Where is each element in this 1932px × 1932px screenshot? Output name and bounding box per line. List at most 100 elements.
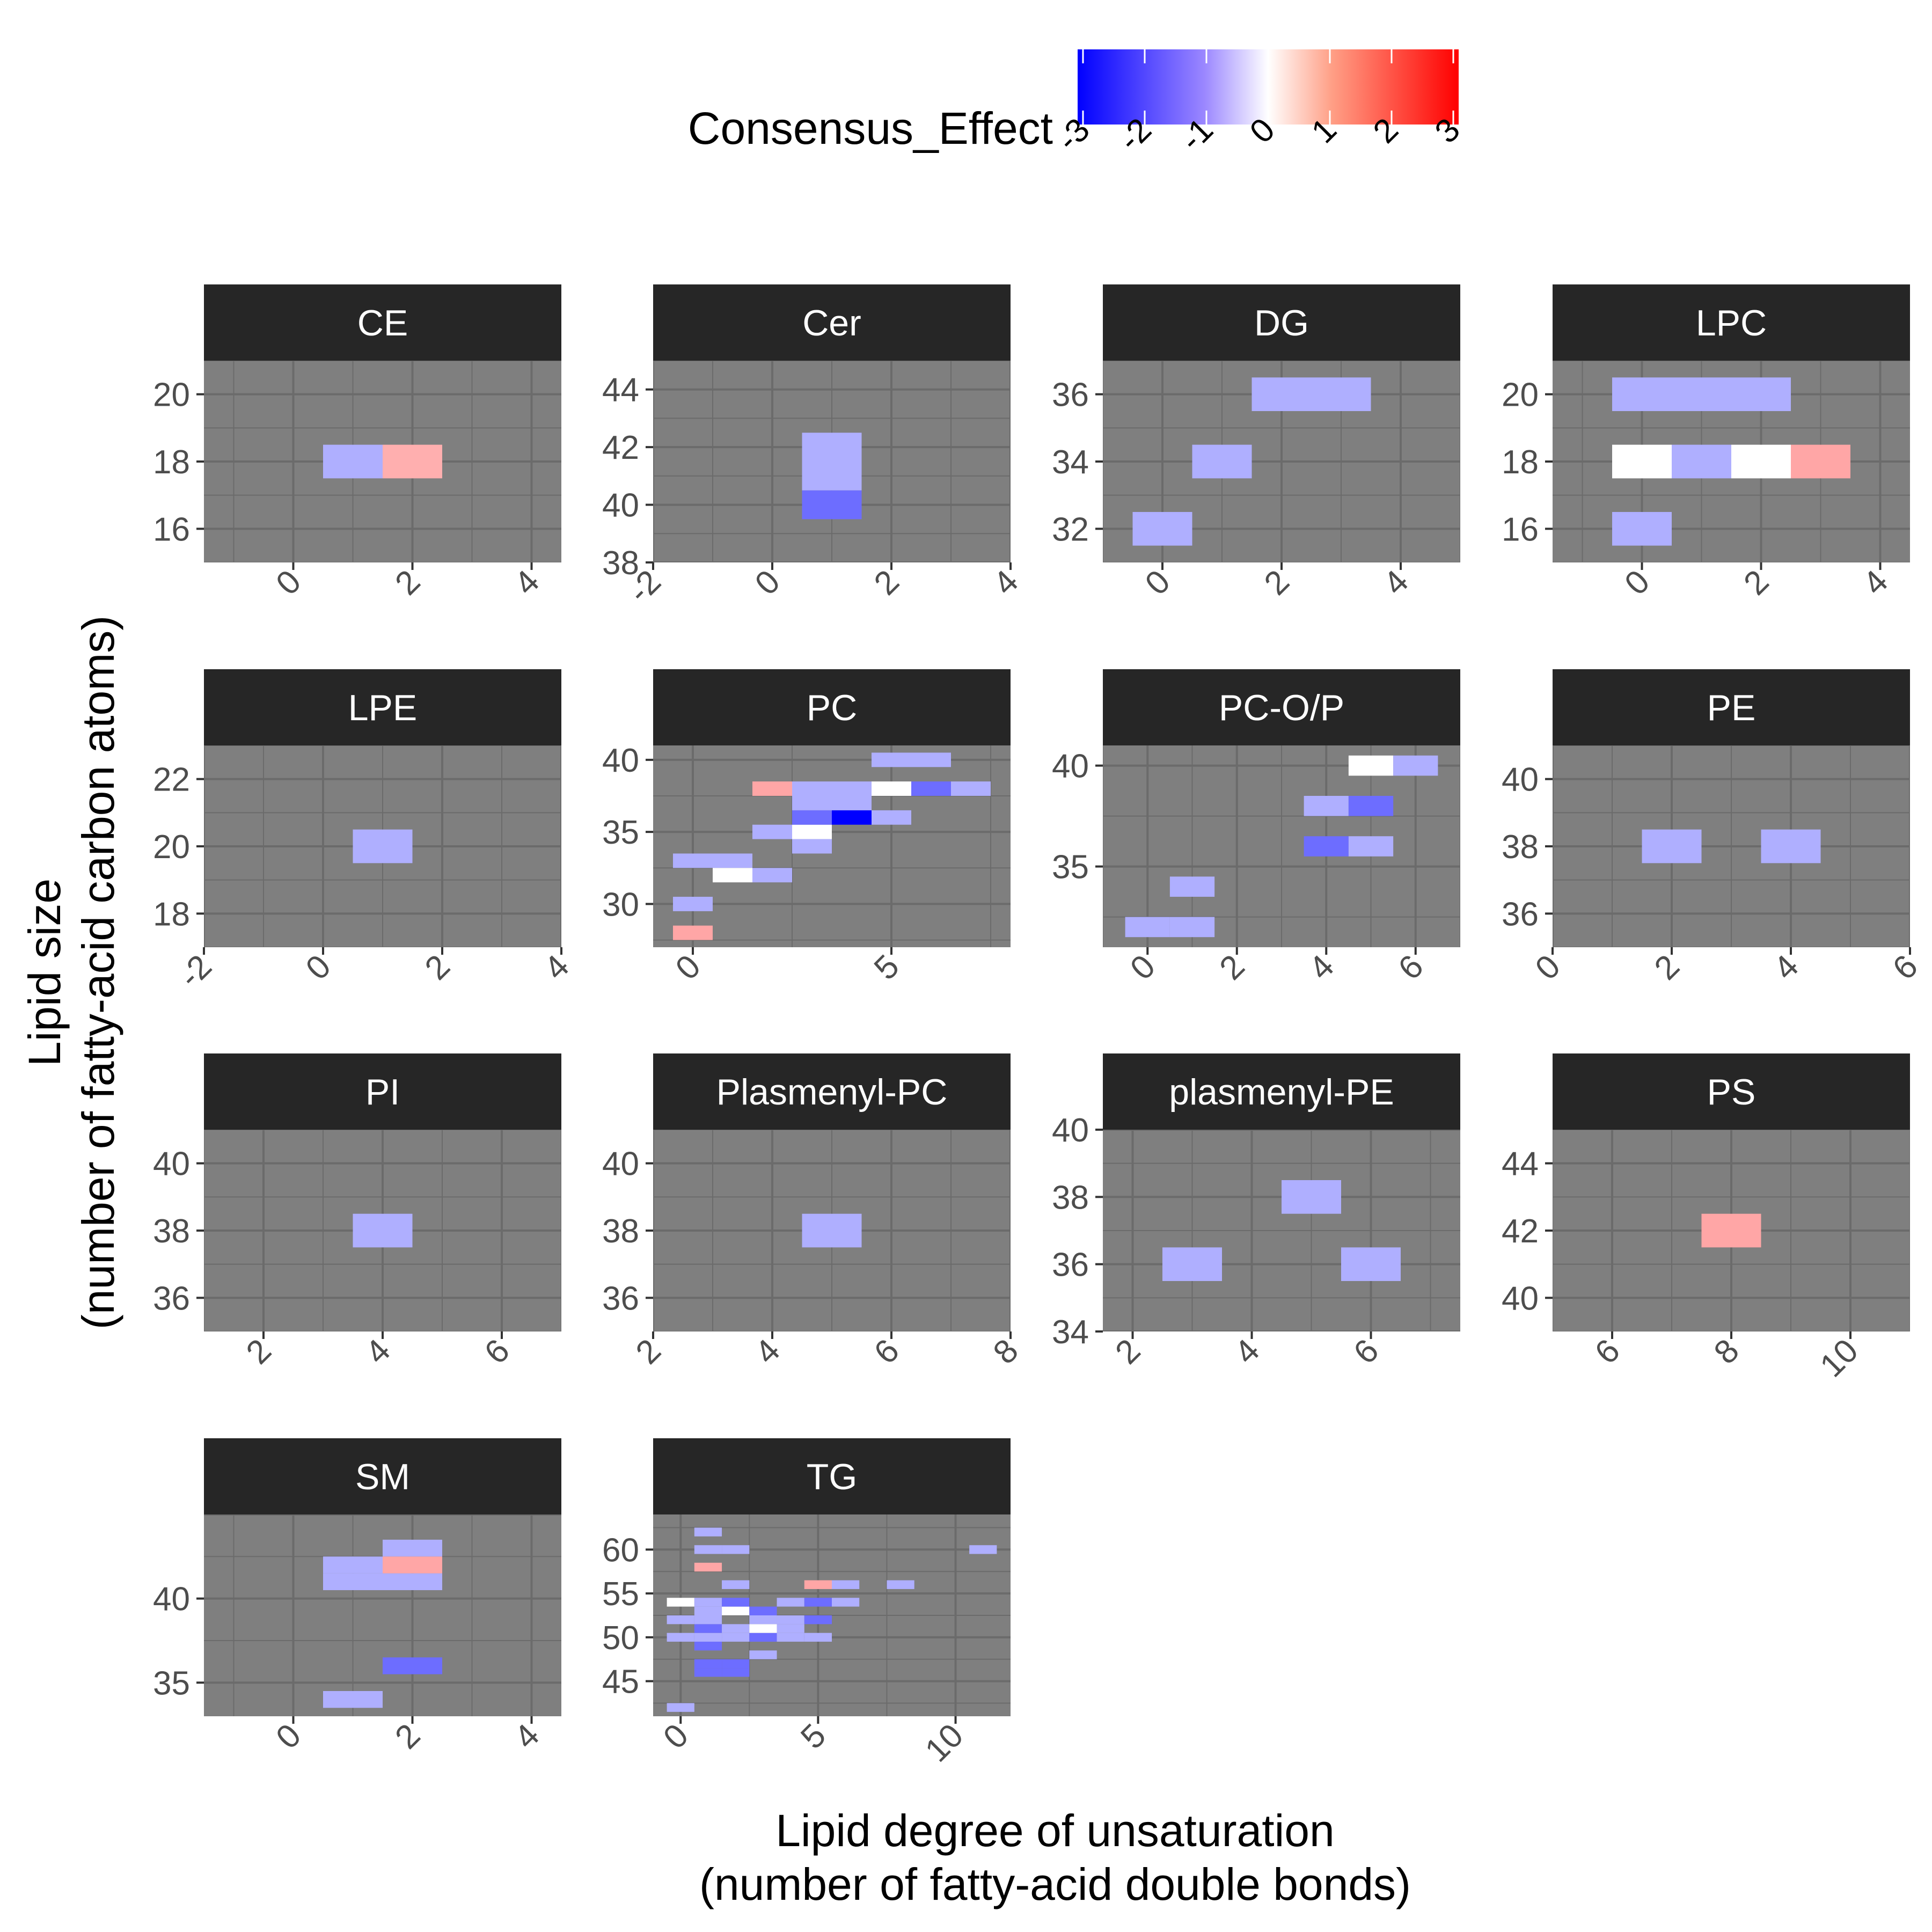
x-tick-label: 0	[669, 948, 708, 987]
panel-plot-area	[204, 1130, 561, 1331]
x-tick-label: 8	[1707, 1332, 1746, 1371]
legend-title: Consensus_Effect	[688, 103, 1053, 153]
x-tick-label: 6	[1588, 1332, 1627, 1371]
y-tick-label: 40	[602, 487, 639, 524]
heatmap-cell	[777, 1624, 804, 1633]
heatmap-cell	[353, 1213, 413, 1248]
heatmap-cell	[1169, 917, 1215, 938]
y-tick-label: 36	[1052, 1247, 1089, 1284]
heatmap-cell	[951, 781, 991, 796]
heatmap-cell	[802, 490, 862, 519]
y-tick-label: 35	[1052, 849, 1089, 886]
panel-plot-area	[653, 1514, 1011, 1716]
heatmap-cell	[713, 868, 752, 883]
heatmap-cell	[792, 839, 832, 854]
x-tick-label: 2	[1212, 948, 1252, 987]
heatmap-cell	[1162, 1247, 1222, 1281]
heatmap-cell	[804, 1580, 832, 1589]
x-tick-label: 0	[1618, 563, 1657, 602]
x-tick-label: 0	[1123, 948, 1162, 987]
x-tick-label: 4	[1227, 1332, 1267, 1371]
heatmap-cell	[694, 1633, 722, 1642]
heatmap-cell	[1672, 444, 1731, 479]
x-tick-label: 0	[1528, 948, 1568, 987]
heatmap-cell	[673, 897, 713, 911]
facet-strip-label: PE	[1707, 687, 1756, 728]
heatmap-cell	[872, 810, 911, 825]
heatmap-cell	[911, 752, 951, 767]
x-tick-label: 0	[269, 1717, 308, 1756]
x-tick-label: 0	[748, 563, 787, 602]
x-tick-label: 2	[1648, 948, 1687, 987]
heatmap-cell	[722, 1598, 750, 1607]
heatmap-cell	[752, 824, 792, 839]
panel-plot-area	[653, 1130, 1011, 1331]
x-tick-label: 2	[388, 1717, 427, 1756]
heatmap-cell	[383, 444, 442, 479]
x-tick-label: -2	[172, 948, 219, 995]
x-tick-label: 4	[986, 563, 1026, 602]
heatmap-cell	[1791, 444, 1850, 479]
facet-strip-label: SM	[355, 1457, 410, 1497]
x-tick-label: 4	[507, 563, 546, 602]
y-tick-label: 40	[1502, 1280, 1539, 1317]
facet-strip-label: plasmenyl-PE	[1169, 1072, 1394, 1113]
heatmap-cell	[694, 1615, 722, 1624]
heatmap-cell	[792, 824, 832, 839]
heatmap-cell	[749, 1633, 777, 1642]
heatmap-cell	[1169, 876, 1215, 897]
heatmap-cell	[1348, 755, 1394, 776]
heatmap-cell	[804, 1633, 832, 1642]
heatmap-cell	[1731, 444, 1791, 479]
heatmap-cell	[353, 829, 413, 863]
heatmap-cell	[1341, 1247, 1401, 1281]
heatmap-cell	[832, 1598, 860, 1607]
y-axis-title: Lipid size (number of fatty-acid carbon …	[19, 616, 123, 1330]
facet-strip-label: LPC	[1696, 303, 1767, 343]
heatmap-cell	[1612, 444, 1672, 479]
y-tick-label: 20	[153, 829, 190, 866]
y-tick-label: 35	[602, 814, 639, 851]
heatmap-cell	[694, 1562, 722, 1572]
facet-panel-pi: PI 36 38 40 2 4 6	[153, 1053, 561, 1371]
heatmap-cell	[792, 796, 832, 810]
heatmap-cell	[722, 1659, 750, 1668]
heatmap-cell	[667, 1703, 694, 1712]
heatmap-cell	[777, 1615, 804, 1624]
heatmap-cell	[872, 781, 911, 796]
facet-panel-ce: CE 16 18 20 0 2 4	[153, 284, 561, 602]
x-tick-label: 4	[358, 1332, 398, 1371]
x-tick-label: 4	[1302, 948, 1341, 987]
y-tick-label: 18	[153, 444, 190, 481]
y-tick-label: 55	[602, 1576, 639, 1613]
facet-strip	[1553, 1053, 1910, 1130]
y-tick-label: 36	[1502, 896, 1539, 933]
heatmap-cell	[1612, 377, 1672, 411]
heatmap-cell	[722, 1633, 750, 1642]
facet-strip	[653, 669, 1011, 745]
y-tick-label: 16	[1502, 511, 1539, 548]
heatmap-cell	[804, 1615, 832, 1624]
x-tick-label: 2	[1737, 563, 1776, 602]
heatmap-cell	[872, 752, 911, 767]
y-tick-label: 32	[1052, 511, 1089, 548]
heatmap-cell	[383, 1573, 442, 1590]
y-axis-title-line1: Lipid size	[19, 879, 70, 1066]
y-tick-label: 36	[153, 1280, 190, 1317]
heatmap-cell	[694, 1606, 722, 1615]
heatmap-cell	[777, 1633, 804, 1642]
heatmap-cell	[1731, 377, 1791, 411]
x-tick-label: 8	[986, 1332, 1026, 1371]
y-tick-label: 40	[153, 1146, 190, 1183]
y-tick-label: 42	[602, 429, 639, 466]
facet-strip-label: TG	[807, 1457, 857, 1497]
heatmap-cell	[1642, 829, 1702, 863]
y-tick-label: 50	[602, 1620, 639, 1657]
panel-plot-area	[1103, 745, 1460, 947]
x-tick-label: 4	[507, 1717, 546, 1756]
panel-plot-area	[653, 361, 1011, 562]
facet-strip-label: PS	[1707, 1072, 1756, 1113]
panel-axes: 34 36 38 40 2 4 6	[1052, 1112, 1386, 1371]
x-tick-label: 5	[867, 948, 906, 987]
heatmap-cell	[1192, 444, 1252, 479]
